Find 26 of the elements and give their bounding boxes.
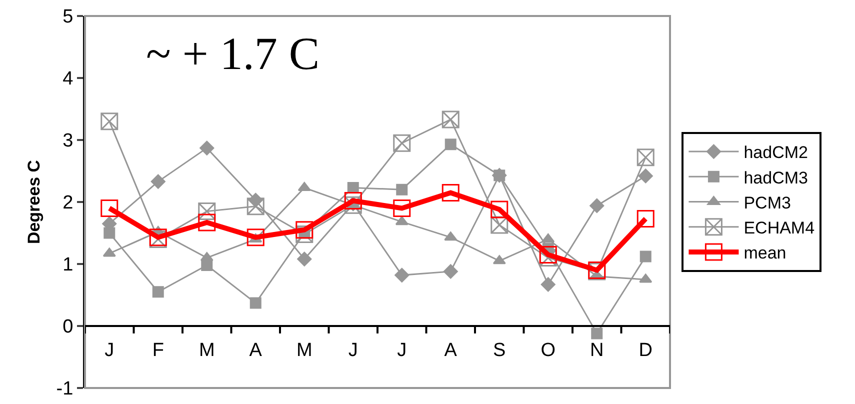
y-tick-label: 2 — [62, 192, 74, 214]
y-tick-label: 5 — [62, 6, 74, 28]
x-tick-label: J — [348, 340, 358, 361]
x-tick-label: S — [493, 340, 506, 361]
annotation: ~ + 1.7 C — [146, 28, 320, 79]
legend-label: mean — [744, 244, 786, 263]
legend-label: ECHAM4 — [744, 218, 815, 238]
y-axis-title: Degrees C — [24, 160, 44, 244]
x-tick-label: D — [638, 340, 652, 361]
legend-label: hadCM3 — [744, 168, 808, 188]
x-tick-label: O — [540, 340, 556, 361]
y-tick-label: 1 — [62, 254, 74, 276]
x-tick-label: N — [590, 340, 604, 361]
x-tick-label: M — [198, 340, 215, 361]
legend-label: PCM3 — [744, 193, 791, 212]
y-tick-label: 4 — [62, 68, 74, 90]
legend-label: hadCM2 — [744, 143, 808, 162]
y-tick-label: -1 — [56, 378, 74, 400]
y-tick-label: 0 — [62, 316, 74, 338]
x-tick-label: J — [397, 340, 407, 361]
x-tick-label: A — [249, 340, 262, 361]
y-tick-label: 3 — [62, 130, 74, 152]
x-tick-label: J — [104, 340, 114, 361]
x-tick-label: M — [296, 340, 312, 361]
x-tick-label: A — [444, 340, 458, 361]
x-tick-label: F — [152, 340, 164, 361]
